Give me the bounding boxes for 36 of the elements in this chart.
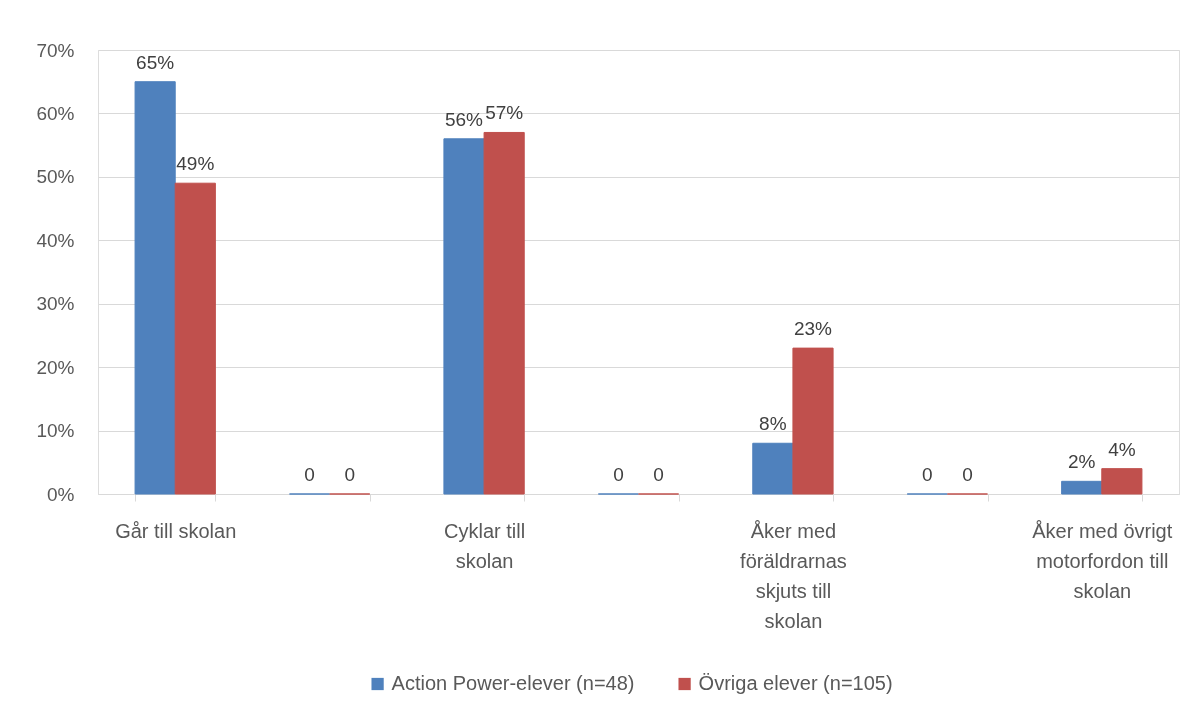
data-label: 2% <box>1067 451 1096 473</box>
bar <box>443 138 485 495</box>
data-label: 0 <box>344 464 356 485</box>
data-label: 23% <box>793 318 833 340</box>
data-label: 0 <box>613 464 624 485</box>
legend-label: Övriga elever (n=105) <box>698 672 893 694</box>
data-label: 8% <box>759 413 787 435</box>
x-tick-label: Går till skolan <box>115 519 237 542</box>
data-label: 65% <box>136 51 175 73</box>
legend-label: Action Power-elever (n=48) <box>391 672 635 694</box>
x-tick-label: Åker med övrigt motorfordon till skolan <box>1032 519 1173 602</box>
y-tick-label: 10% <box>36 420 75 442</box>
y-tick-label: 40% <box>36 229 75 251</box>
x-tick-label: Cyklar till skolan <box>444 519 526 572</box>
data-label: 0 <box>921 464 933 485</box>
data-label: 0 <box>962 464 973 485</box>
bar <box>1101 468 1143 495</box>
data-label: 0 <box>653 464 664 485</box>
y-tick-label: 20% <box>36 356 75 378</box>
y-tick-label: 30% <box>36 293 75 315</box>
data-label: 0 <box>304 464 315 485</box>
bar <box>134 81 176 495</box>
y-tick-label: 50% <box>36 166 75 188</box>
data-label: 57% <box>485 102 524 124</box>
x-tick-label: Åker med föräldrarnas skjuts till skolan <box>740 519 847 632</box>
bar <box>1061 480 1103 495</box>
y-tick-label: 0% <box>47 483 75 505</box>
y-tick-label: 60% <box>36 102 75 124</box>
data-label: 4% <box>1108 438 1136 460</box>
data-label: 49% <box>176 153 215 175</box>
bar <box>792 347 834 495</box>
data-label: 56% <box>444 108 484 130</box>
y-tick-label: 70% <box>36 39 75 61</box>
bar <box>752 442 794 495</box>
bar <box>483 131 525 495</box>
bar <box>174 182 216 495</box>
